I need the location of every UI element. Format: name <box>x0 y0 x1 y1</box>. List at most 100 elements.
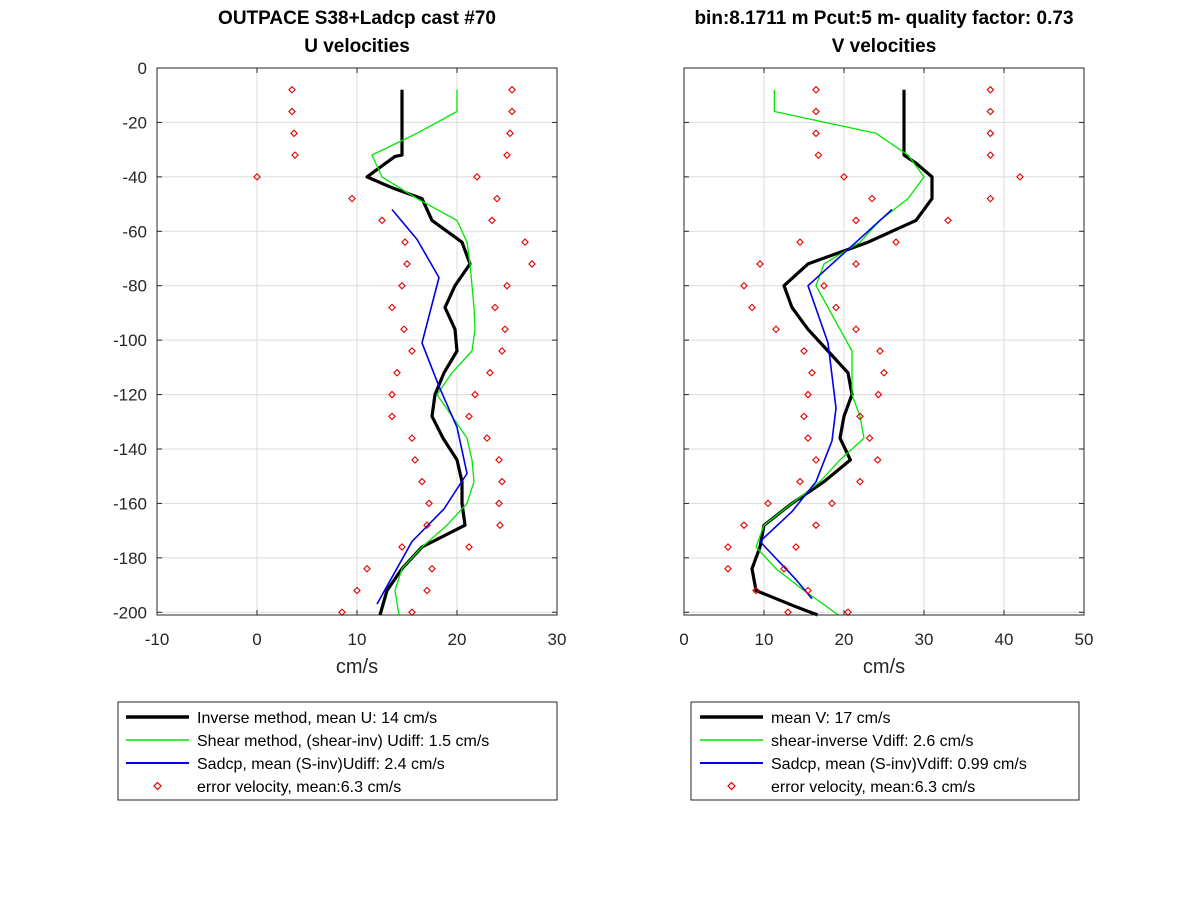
u-error-marker <box>491 303 499 312</box>
u-error-marker <box>495 499 503 508</box>
v-legend-sadcp: Sadcp, mean (S-inv)Vdiff: 0.99 cm/s <box>771 756 1027 773</box>
left-title-line1: OUTPACE S38+Ladcp cast #70 <box>218 8 496 29</box>
v-error-marker <box>820 281 828 290</box>
u-legend-error-swatch <box>153 781 162 791</box>
u-xtick-label: 20 <box>448 630 467 649</box>
u-error-marker <box>495 455 503 464</box>
v-xtick-label: 20 <box>835 630 854 649</box>
u-shear-line <box>371 89 476 616</box>
u-error-marker <box>353 586 361 595</box>
v-error-marker <box>808 368 816 377</box>
v-error-marker <box>986 194 995 203</box>
v-error-marker <box>812 521 820 530</box>
v-axes: 0 10 20 30 40 50 <box>679 67 1093 649</box>
u-ytick-label: -80 <box>122 277 147 296</box>
v-sadcp-line <box>759 208 893 600</box>
u-error-marker <box>388 412 396 421</box>
u-error-marker <box>528 260 536 268</box>
v-error-marker <box>812 129 820 138</box>
u-xtick-label: 0 <box>252 630 261 649</box>
v-error-marker <box>724 564 732 573</box>
v-error-marker <box>852 260 860 268</box>
u-error-marker <box>418 477 426 486</box>
v-error-marker <box>856 412 864 421</box>
v-error-marker <box>784 608 792 617</box>
u-error-marker <box>398 281 406 290</box>
u-error-marker <box>253 172 261 181</box>
v-xtick-label: 0 <box>679 630 688 649</box>
v-xtick-label: 30 <box>915 630 934 649</box>
v-error-marker <box>804 586 812 595</box>
v-xlabel: cm/s <box>863 656 905 678</box>
v-error-marker <box>840 172 848 181</box>
v-error-marker <box>1016 172 1024 181</box>
u-error-marker <box>403 260 411 268</box>
v-error-marker <box>868 194 876 203</box>
u-xtick-label: 10 <box>348 630 367 649</box>
u-error-marker <box>465 543 473 551</box>
u-error-marker <box>486 368 494 377</box>
v-error-marker <box>880 368 888 377</box>
u-error-marker <box>408 347 416 355</box>
u-legend-shear: Shear method, (shear-inv) Udiff: 1.5 cm/… <box>197 733 489 750</box>
u-error-marker <box>398 543 406 551</box>
u-ytick-label: -160 <box>113 494 147 513</box>
u-ytick-label: -120 <box>113 386 147 405</box>
v-error-marker <box>852 325 860 334</box>
v-error-marker <box>865 434 874 442</box>
u-error-marker <box>423 521 431 530</box>
u-ytick-label: -60 <box>122 222 147 241</box>
u-axes: -10 0 10 20 300-20-40-60-80-100-120-140-160-… <box>113 59 566 649</box>
v-error-marker <box>844 608 852 617</box>
u-error-marker <box>465 412 473 421</box>
u-sadcp-line <box>376 208 468 605</box>
u-legend-sadcp: Sadcp, mean (S-inv)Udiff: 2.4 cm/s <box>197 756 445 773</box>
v-error-marker <box>780 564 788 573</box>
v-error-marker <box>804 390 812 399</box>
u-error-marker <box>393 368 401 377</box>
right-title-line2: V velocities <box>832 36 937 57</box>
u-error-marker <box>483 434 491 442</box>
u-legend-box <box>117 701 558 801</box>
v-legend-error-swatch <box>727 781 736 791</box>
v-data <box>724 85 1024 617</box>
u-ytick-label: -100 <box>113 331 147 350</box>
u-error-marker <box>428 564 436 573</box>
v-error-marker <box>812 107 820 116</box>
u-error-marker <box>291 151 299 159</box>
u-error-marker <box>338 608 346 617</box>
u-error-marker <box>506 129 514 138</box>
u-error-marker <box>288 85 296 94</box>
v-error-marker <box>724 543 732 551</box>
v-velocity-panel: 0 10 20 30 40 50 cm/s <box>679 67 1093 678</box>
u-ytick-label: -180 <box>113 549 147 568</box>
v-error-marker <box>752 586 760 595</box>
u-ytick-label: -140 <box>113 440 147 459</box>
v-error-marker <box>740 281 748 290</box>
u-error-marker <box>423 586 431 595</box>
v-axes-box <box>683 67 1085 616</box>
u-error-marker <box>401 238 409 247</box>
v-error-marker <box>756 260 764 268</box>
u-error-marker <box>288 107 296 116</box>
u-error-marker <box>348 194 356 203</box>
u-inverse-line <box>365 89 472 616</box>
v-error-marker <box>740 521 748 530</box>
v-error-marker <box>892 238 900 247</box>
v-error-marker <box>873 455 882 464</box>
u-legend-inverse: Inverse method, mean U: 14 cm/s <box>197 710 437 727</box>
v-error-marker <box>876 347 884 355</box>
u-error-marker <box>521 238 529 247</box>
u-error-marker <box>471 390 479 399</box>
v-error-marker <box>852 216 860 225</box>
v-error-marker <box>796 238 804 247</box>
u-ytick-label: 0 <box>138 59 147 78</box>
v-error-marker <box>986 85 995 94</box>
u-error-marker <box>388 303 396 312</box>
u-error-marker <box>363 564 371 573</box>
u-legend-error: error velocity, mean:6.3 cm/s <box>197 779 401 796</box>
v-error-marker <box>812 85 820 94</box>
v-legend-inverse: mean V: 17 cm/s <box>771 710 890 727</box>
u-velocity-panel: -10 0 10 20 300-20-40-60-80-100-120-140-160-… <box>113 59 566 678</box>
